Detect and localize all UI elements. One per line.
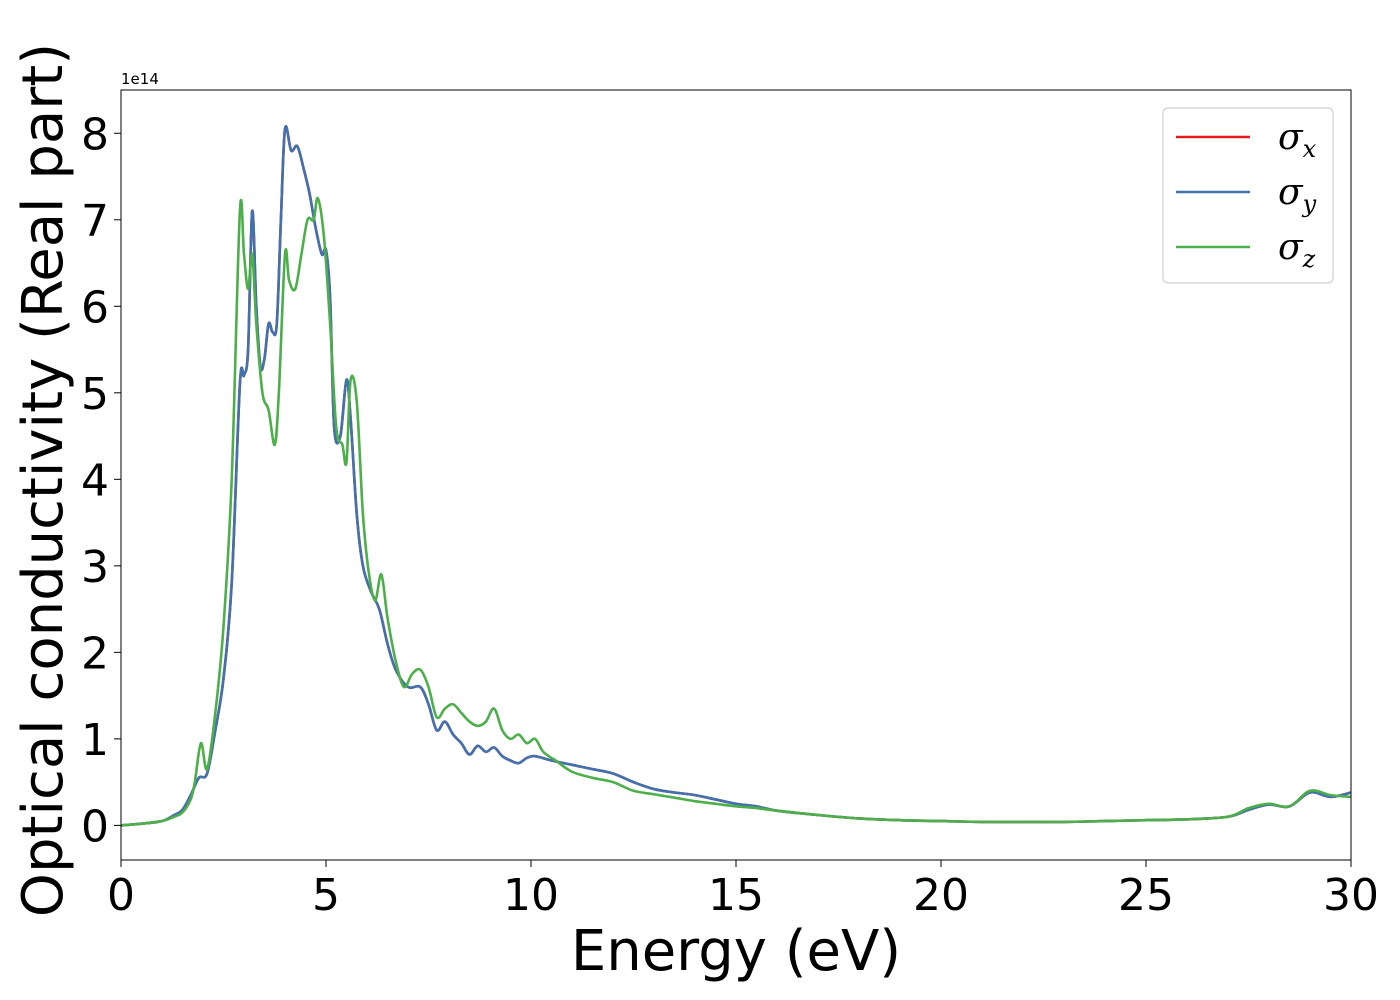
y-tick-label: 5: [81, 369, 109, 420]
series-layer: [120, 125, 1352, 827]
x-tick-label: 30: [1323, 870, 1379, 921]
y-tick-label: 3: [81, 542, 109, 593]
y-axis-label: Optical conductivity (Real part): [11, 43, 76, 917]
x-tick-label: 0: [107, 870, 135, 921]
y-tick-label: 2: [81, 628, 109, 679]
y-axis: 0 1 2 3 4 5 6 7 8: [81, 109, 121, 852]
y-offset-label: 1e14: [121, 70, 159, 88]
x-axis-label: Energy (eV): [571, 919, 901, 984]
y-tick-label: 0: [81, 801, 109, 852]
y-tick-label: 6: [81, 282, 109, 333]
y-tick-label: 4: [81, 455, 109, 506]
series-line-z: [120, 196, 1352, 827]
x-axis: 0 5 10 15 20 25 30: [107, 860, 1379, 921]
legend: σx σy σz: [1162, 107, 1334, 284]
legend-label-z: σz: [1278, 227, 1316, 273]
y-tick-label: 1: [81, 715, 109, 766]
legend-label-x: σx: [1278, 117, 1317, 163]
y-tick-label: 7: [81, 196, 109, 247]
x-tick-label: 5: [312, 870, 340, 921]
plot-area: [121, 90, 1351, 860]
y-tick-label: 8: [81, 109, 109, 160]
legend-frame: [1162, 107, 1334, 284]
x-tick-label: 20: [913, 870, 969, 921]
legend-label-y: σy: [1278, 172, 1317, 218]
x-tick-label: 25: [1118, 870, 1174, 921]
x-tick-label: 15: [708, 870, 764, 921]
x-tick-label: 10: [503, 870, 559, 921]
